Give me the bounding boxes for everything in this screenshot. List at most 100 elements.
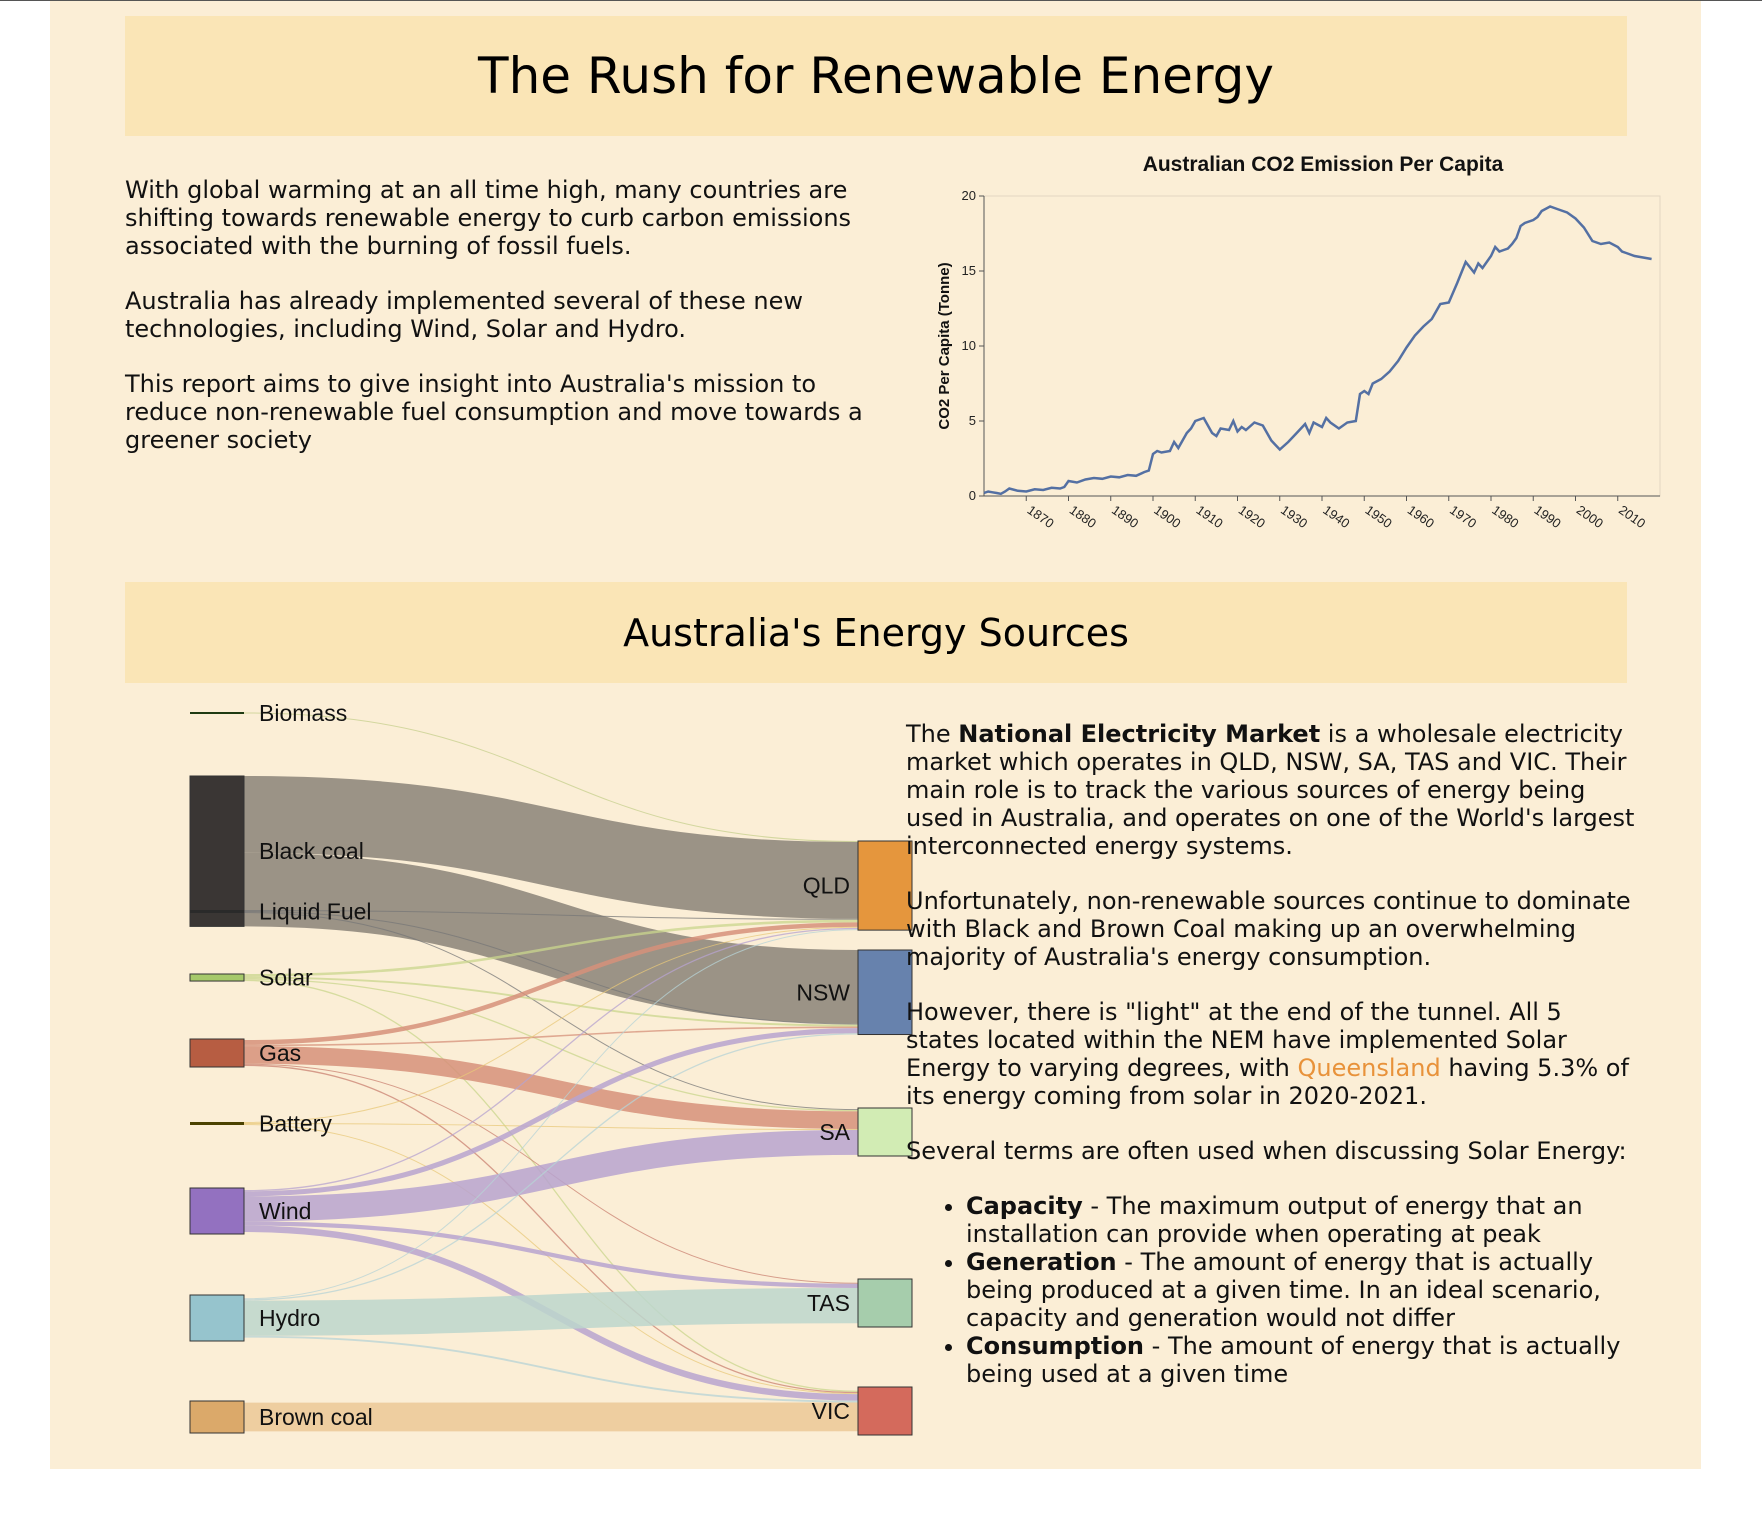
chart-plot-area: 0 5 10 15 20 1870 1880 1890 1900 1910 1920 1930 1940… bbox=[962, 188, 1661, 531]
sankey-link-battery-vic bbox=[243, 1124, 859, 1395]
term-name: Capacity bbox=[966, 1192, 1083, 1220]
sankey-link-liquid-fuel-sa bbox=[243, 912, 859, 1111]
co2-series-line bbox=[983, 205, 1652, 496]
sankey-link-solar-sa bbox=[243, 978, 859, 1112]
term-item: Consumption - The amount of energy that … bbox=[966, 1332, 1636, 1388]
sankey-node-tas bbox=[857, 1278, 913, 1328]
sankey-link-liquid-fuel-qld bbox=[243, 910, 859, 920]
sankey-target-label: TAS bbox=[807, 1290, 850, 1316]
sankey-link-battery-qld bbox=[243, 926, 859, 1123]
desc-p1-pre: The bbox=[906, 720, 959, 748]
desc-paragraph-1: The National Electricity Market is a who… bbox=[906, 720, 1636, 860]
sankey-link-hydro-nsw bbox=[243, 1033, 859, 1301]
sankey-link-biomass-qld bbox=[243, 712, 859, 842]
sankey-link-battery-sa bbox=[243, 1123, 859, 1130]
intro-text: With global warming at an all time high,… bbox=[125, 176, 865, 481]
sankey-source-label: Liquid Fuel bbox=[259, 899, 372, 925]
term-name: Generation bbox=[966, 1248, 1117, 1276]
sankey-node-sa bbox=[857, 1107, 913, 1157]
term-name: Consumption bbox=[966, 1332, 1145, 1360]
sankey-target-label: SA bbox=[819, 1119, 850, 1145]
intro-paragraph-2: Australia has already implemented severa… bbox=[125, 287, 803, 343]
x-tick-label: 1940 bbox=[1320, 502, 1352, 531]
energy-sankey-chart: Biomass Black coal Liquid Fuel Solar Gas Batt… bbox=[189, 700, 913, 1436]
sankey-link-black-coal-nsw bbox=[243, 852, 859, 1024]
sankey-node-wind bbox=[189, 1187, 245, 1235]
sankey-link-hydro-tas bbox=[243, 1288, 859, 1336]
solar-terms-list: Capacity - The maximum output of energy … bbox=[906, 1192, 1636, 1388]
sankey-links bbox=[243, 712, 859, 1432]
x-tick-label: 1880 bbox=[1067, 502, 1099, 531]
term-definition: - The amount of energy that is actually … bbox=[966, 1332, 1621, 1388]
sankey-node-gas bbox=[189, 1038, 245, 1068]
x-tick-label: 2000 bbox=[1574, 502, 1606, 531]
sankey-node-nsw bbox=[857, 949, 913, 1036]
desc-paragraph-3: However, there is "light" at the end of … bbox=[906, 998, 1636, 1110]
y-tick-label: 0 bbox=[969, 488, 976, 503]
x-tick-label: 1970 bbox=[1447, 502, 1479, 531]
queensland-highlight: Queensland bbox=[1297, 1054, 1441, 1082]
sankey-source-label: Battery bbox=[259, 1111, 332, 1137]
y-tick-label: 15 bbox=[962, 263, 976, 278]
sankey-nodes: Biomass Black coal Liquid Fuel Solar Gas Batt… bbox=[189, 700, 913, 1436]
x-tick-label: 1920 bbox=[1236, 502, 1268, 531]
x-tick-label: 1950 bbox=[1363, 502, 1395, 531]
sankey-target-label: VIC bbox=[812, 1398, 850, 1424]
x-tick-label: 1910 bbox=[1194, 502, 1226, 531]
sankey-link-gas-nsw bbox=[243, 1026, 859, 1047]
desc-paragraph-4: Several terms are often used when discus… bbox=[906, 1137, 1627, 1165]
sankey-link-hydro-qld bbox=[243, 929, 859, 1300]
co2-line-chart: Australian CO2 Emission Per Capita CO2 P… bbox=[936, 153, 1661, 531]
sankey-link-gas-vic bbox=[243, 1064, 859, 1394]
sankey-node-vic bbox=[857, 1386, 913, 1436]
sankey-link-solar-nsw bbox=[243, 976, 859, 1027]
sankey-source-label: Gas bbox=[259, 1040, 301, 1066]
sankey-source-label: Brown coal bbox=[259, 1404, 373, 1430]
term-item: Capacity - The maximum output of energy … bbox=[966, 1192, 1636, 1248]
chart-title: Australian CO2 Emission Per Capita bbox=[1143, 153, 1504, 176]
nem-bold-term: National Electricity Market bbox=[958, 720, 1321, 748]
desc-p3-post: having 5.3% of its energy coming from so… bbox=[906, 1054, 1629, 1110]
sankey-link-wind-tas bbox=[243, 1221, 859, 1288]
sankey-node-qld bbox=[857, 840, 913, 931]
sankey-link-liquid-fuel-nsw bbox=[243, 911, 859, 1025]
top-border bbox=[0, 0, 1762, 1]
y-tick-label: 10 bbox=[962, 338, 976, 353]
x-tick-label: 1870 bbox=[1025, 502, 1057, 531]
section-title: Australia's Energy Sources bbox=[623, 610, 1129, 655]
sankey-source-label: Wind bbox=[259, 1198, 311, 1224]
x-tick-label: 1980 bbox=[1489, 502, 1521, 531]
desc-p3-pre: However, there is "light" at the end of … bbox=[906, 998, 1567, 1082]
sankey-link-wind-qld bbox=[243, 927, 859, 1192]
sankey-target-label: QLD bbox=[803, 873, 850, 899]
sankey-source-label: Black coal bbox=[259, 838, 364, 864]
sankey-link-wind-sa bbox=[243, 1129, 859, 1222]
sankey-node-biomass bbox=[190, 712, 244, 714]
y-tick-label: 5 bbox=[969, 413, 976, 428]
sankey-target-label: NSW bbox=[796, 979, 850, 1005]
term-item: Generation - The amount of energy that i… bbox=[966, 1248, 1636, 1332]
term-definition: - The maximum output of energy that an i… bbox=[966, 1192, 1583, 1248]
sankey-link-hydro-vic bbox=[243, 1335, 859, 1403]
intro-paragraph-3: This report aims to give insight into Au… bbox=[125, 370, 863, 454]
desc-p1-post: is a wholesale electricity market which … bbox=[906, 720, 1635, 860]
sankey-node-liquid-fuel bbox=[190, 910, 244, 913]
y-tick-label: 20 bbox=[962, 188, 976, 203]
section-banner: Australia's Energy Sources bbox=[125, 582, 1627, 683]
sankey-node-black-coal bbox=[189, 775, 245, 927]
x-tick-label: 1990 bbox=[1532, 502, 1564, 531]
x-tick-label: 1900 bbox=[1151, 502, 1183, 531]
sankey-node-hydro bbox=[189, 1294, 245, 1342]
sankey-link-wind-nsw bbox=[243, 1028, 859, 1197]
sankey-link-gas-sa bbox=[243, 1046, 859, 1129]
page-title: The Rush for Renewable Energy bbox=[478, 47, 1274, 105]
x-tick-label: 1930 bbox=[1278, 502, 1310, 531]
sankey-link-solar-qld bbox=[243, 919, 859, 977]
x-tick-label: 1890 bbox=[1109, 502, 1141, 531]
desc-paragraph-2: Unfortunately, non-renewable sources con… bbox=[906, 887, 1631, 971]
header-banner: The Rush for Renewable Energy bbox=[125, 16, 1627, 136]
chart-y-label: CO2 Per Capita (Tonne) bbox=[936, 262, 953, 429]
nem-description: The National Electricity Market is a who… bbox=[906, 720, 1636, 1388]
sankey-link-black-coal-qld bbox=[243, 776, 859, 919]
sankey-node-brown-coal bbox=[189, 1400, 245, 1434]
